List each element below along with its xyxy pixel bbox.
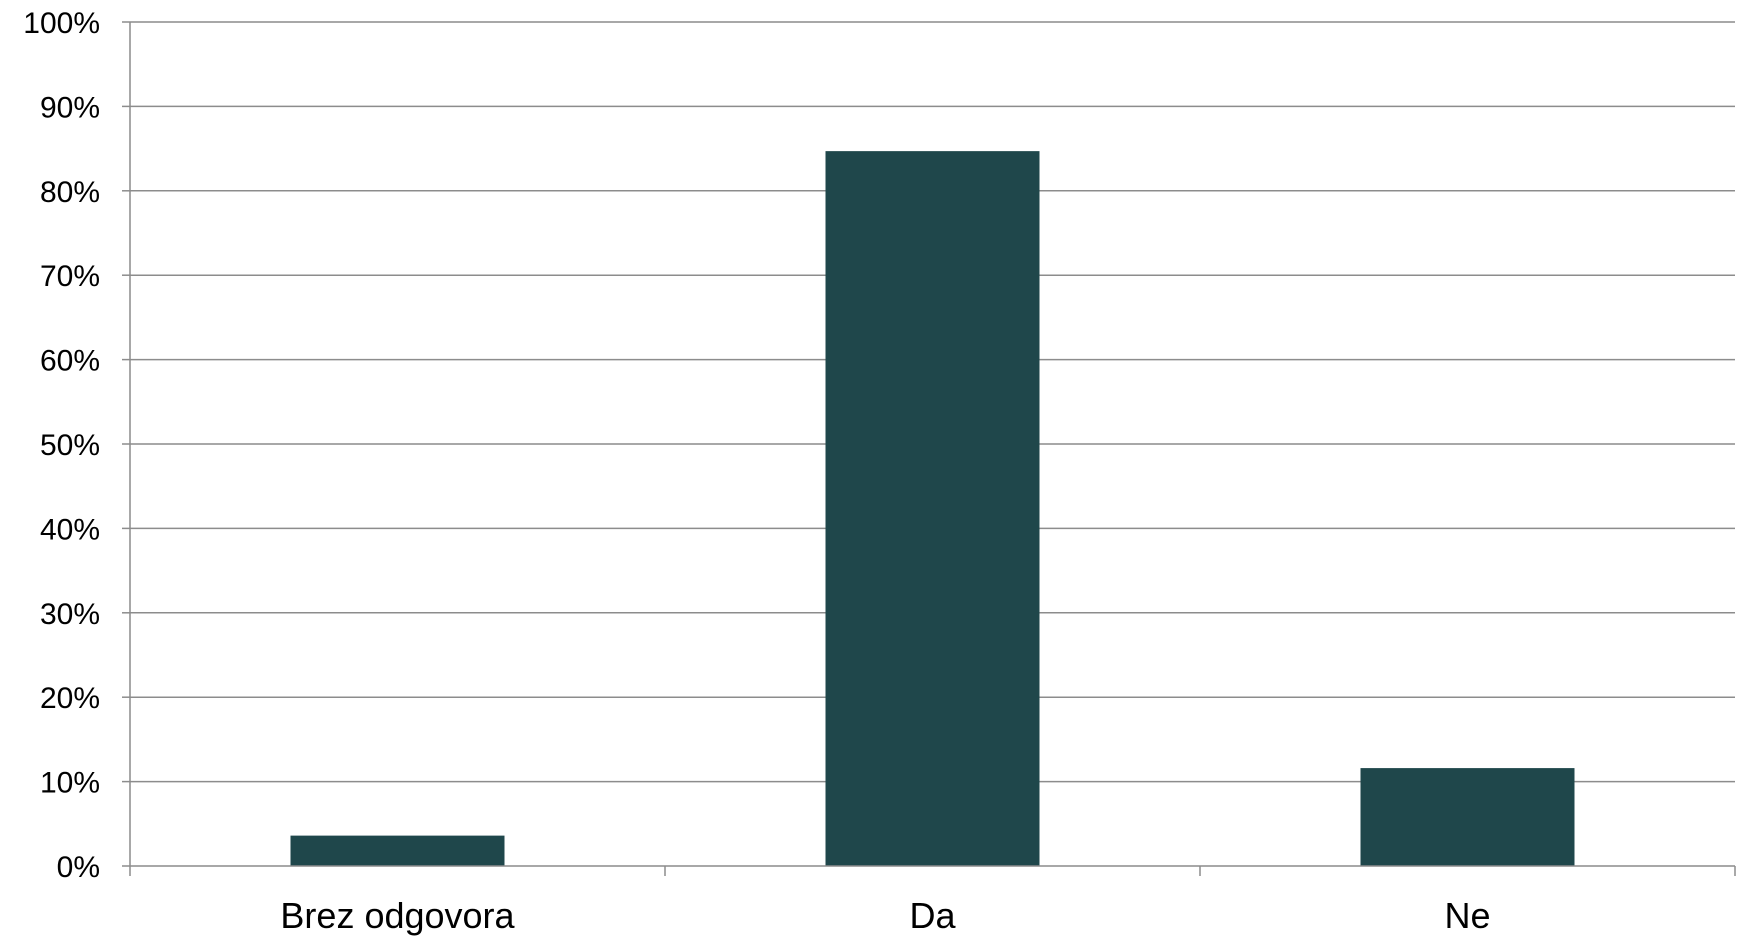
bar-ne bbox=[1360, 768, 1575, 866]
x-tick-labels: Brez odgovora Da Ne bbox=[280, 895, 1490, 936]
y-tick-label: 90% bbox=[40, 91, 100, 124]
y-tick-label: 30% bbox=[40, 598, 100, 631]
bars bbox=[290, 151, 1575, 866]
y-tick-label: 40% bbox=[40, 513, 100, 546]
axes bbox=[122, 21, 1736, 876]
y-tick-labels: 0% 10% 20% 30% 40% 50% 60% 70% 80% 90% 100% bbox=[23, 7, 100, 884]
y-tick-label: 70% bbox=[40, 260, 100, 293]
y-tick-label: 80% bbox=[40, 176, 100, 209]
bar-brez-odgovora bbox=[290, 835, 505, 866]
x-tick-label: Da bbox=[909, 895, 956, 936]
y-tick-label: 0% bbox=[57, 851, 100, 884]
y-tick-label: 60% bbox=[40, 345, 100, 378]
y-tick-label: 50% bbox=[40, 429, 100, 462]
y-tick-label: 10% bbox=[40, 767, 100, 800]
x-tick-label: Ne bbox=[1444, 895, 1490, 936]
bar-da bbox=[825, 151, 1040, 866]
x-tick-label: Brez odgovora bbox=[280, 895, 515, 936]
y-tick-label: 20% bbox=[40, 682, 100, 715]
y-tick-label: 100% bbox=[23, 7, 100, 40]
